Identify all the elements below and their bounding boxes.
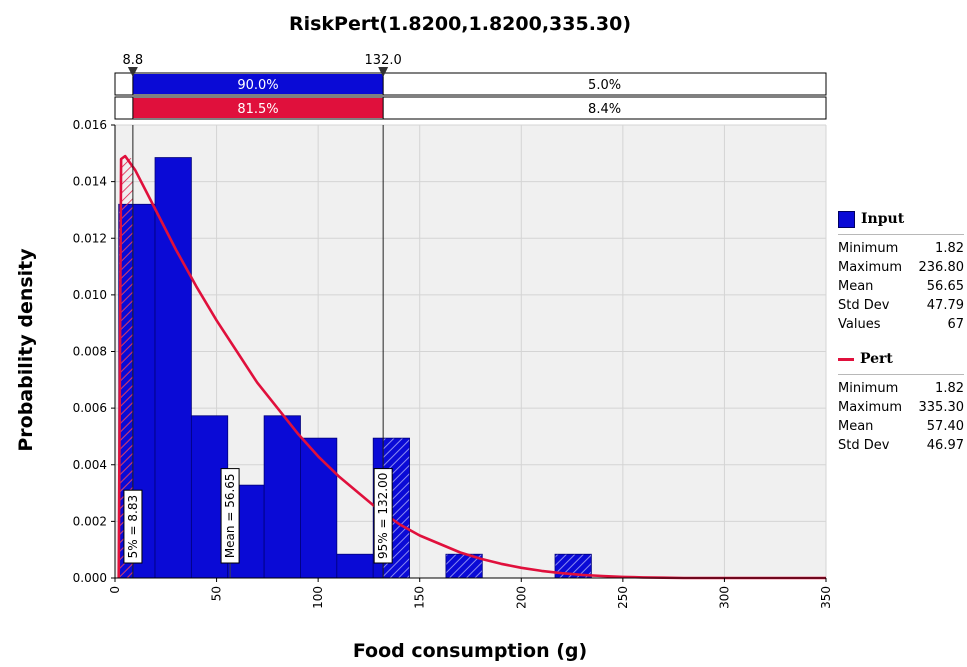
legend-divider: [838, 234, 964, 235]
stat-value: 57.40: [926, 419, 964, 434]
pert-swatch: [838, 357, 854, 361]
delimiter-value-label: 8.8: [123, 53, 144, 68]
stat-value: 47.79: [926, 298, 964, 313]
marker-lines: 5% = 8.83 Mean = 56.65 95% = 132.00: [123, 125, 393, 578]
stat-label: Minimum: [838, 241, 899, 256]
stat-row: Maximum 236.80: [838, 258, 964, 277]
stat-value: 56.65: [926, 279, 964, 294]
x-tick-label: 300: [717, 586, 731, 609]
stat-row: Values 67: [838, 315, 964, 334]
y-tick-label: 0.006: [73, 401, 107, 415]
delimiter-segment: [132, 98, 384, 118]
stat-value: 46.97: [926, 438, 964, 453]
histogram-bar: [154, 157, 192, 579]
stat-row: Maximum 335.30: [838, 398, 964, 417]
y-tick-label: 0.010: [73, 288, 107, 302]
stat-row: Std Dev 46.97: [838, 436, 964, 455]
delimiter-percent: 5.0%: [588, 78, 621, 93]
delimiter-segment: [132, 74, 384, 94]
y-tick-label: 0.008: [73, 345, 107, 359]
delimiter-bars: 90.0% 5.0% 81.5% 8.4% 8.8 132.0: [114, 53, 827, 120]
y-tick-label: 0.000: [73, 571, 107, 585]
stat-value: 1.82: [935, 241, 964, 256]
stat-label: Maximum: [838, 260, 903, 275]
input-swatch: [838, 210, 855, 228]
legend-pert-header: Pert: [838, 346, 964, 372]
y-tick-label: 0.016: [73, 118, 107, 132]
stat-label: Maximum: [838, 400, 903, 415]
x-tick-label: 200: [514, 586, 528, 609]
y-tick-label: 0.014: [73, 175, 107, 189]
delimiter-handle: [378, 67, 389, 77]
stat-row: Minimum 1.82: [838, 239, 964, 258]
stat-row: Std Dev 47.79: [838, 296, 964, 315]
delimiter-handle: [127, 67, 138, 77]
delimiter-percent: 8.4%: [588, 102, 621, 117]
stat-value: 335.30: [918, 400, 965, 415]
stat-label: Values: [838, 317, 881, 332]
x-axis-title: Food consumption (g): [353, 640, 587, 662]
stat-label: Mean: [838, 279, 874, 294]
x-tick-label: 0: [108, 586, 122, 594]
marker-label: Mean = 56.65: [223, 473, 237, 558]
stat-value: 1.82: [935, 381, 964, 396]
pert-left-tail-fill: [118, 156, 133, 579]
x-tick-label: 50: [210, 586, 224, 601]
x-tick-label: 150: [413, 586, 427, 609]
gridlines: [115, 124, 827, 578]
stat-row: Mean 56.65: [838, 277, 964, 296]
axes: 0.000 0.002 0.004 0.006 0.008 0.010 0.012 0.014…: [73, 118, 833, 609]
marker-label-box: [373, 468, 393, 564]
legend-pert-title: Pert: [860, 351, 893, 367]
stat-value: 67: [947, 317, 964, 332]
delimiter-percent: 81.5%: [237, 102, 278, 117]
marker-label: 5% = 8.83: [126, 495, 140, 558]
y-tick-label: 0.012: [73, 231, 107, 245]
stat-row: Mean 57.40: [838, 417, 964, 436]
x-tick-label: 350: [819, 586, 833, 609]
histogram-bar: [300, 437, 338, 579]
marker-label-box: [123, 489, 143, 564]
stat-label: Std Dev: [838, 298, 890, 313]
histogram-bar: [263, 415, 301, 579]
marker-label-box: [220, 468, 240, 564]
delimiter-value-label: 132.0: [365, 53, 402, 68]
stat-value: 236.80: [918, 260, 965, 275]
delimiter-percent: 90.0%: [237, 78, 278, 93]
legend-divider: [838, 374, 964, 375]
chart-title: RiskPert(1.8200,1.8200,335.30): [289, 13, 631, 35]
marker-label: 95% = 132.00: [376, 473, 390, 559]
y-tick-label: 0.002: [73, 514, 107, 528]
x-tick-label: 250: [616, 586, 630, 609]
histogram-bar: [336, 553, 374, 579]
legend: Input Minimum 1.82 Maximum 236.80 Mean 56.6…: [838, 206, 964, 455]
y-axis-title: Probability density: [15, 248, 37, 452]
legend-input-title: Input: [861, 211, 905, 227]
x-tick-label: 100: [311, 586, 325, 609]
stat-label: Mean: [838, 419, 874, 434]
stat-label: Minimum: [838, 381, 899, 396]
y-tick-label: 0.004: [73, 458, 107, 472]
stat-row: Minimum 1.82: [838, 379, 964, 398]
stat-label: Std Dev: [838, 438, 890, 453]
legend-input-header: Input: [838, 206, 964, 232]
